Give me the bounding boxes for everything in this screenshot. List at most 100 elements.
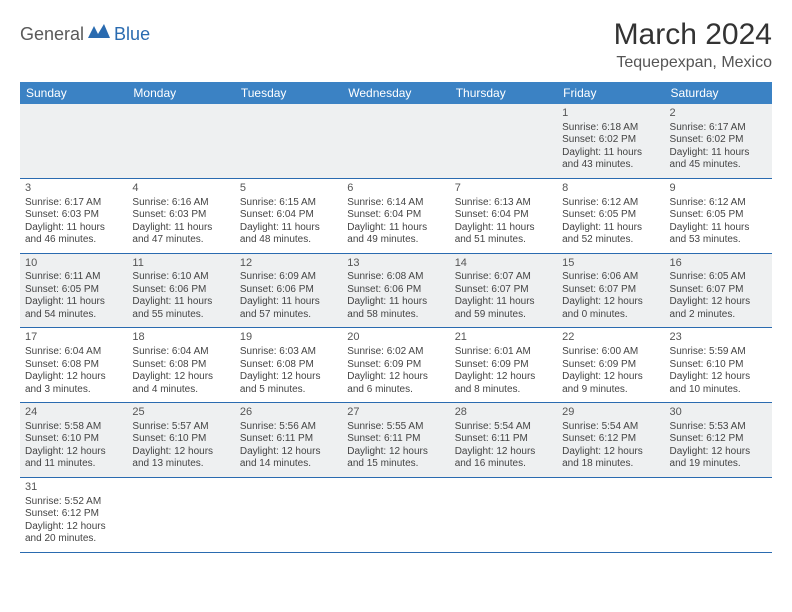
title-block: March 2024 Tequepexpan, Mexico [614, 18, 772, 72]
calendar-day-cell: 17Sunrise: 6:04 AMSunset: 6:08 PMDayligh… [20, 328, 127, 403]
day-number: 11 [132, 257, 229, 271]
day-number: 5 [240, 182, 337, 196]
sunrise-text: Sunrise: 6:01 AM [455, 346, 552, 359]
sunrise-text: Sunrise: 6:05 AM [670, 271, 767, 284]
calendar-day-cell: 30Sunrise: 5:53 AMSunset: 6:12 PMDayligh… [665, 403, 772, 478]
sunrise-text: Sunrise: 6:12 AM [670, 197, 767, 210]
calendar-day-cell: 6Sunrise: 6:14 AMSunset: 6:04 PMDaylight… [342, 178, 449, 253]
calendar-day-cell [342, 104, 449, 178]
sunset-text: Sunset: 6:11 PM [455, 433, 552, 446]
calendar-day-cell [127, 477, 234, 552]
sunset-text: Sunset: 6:05 PM [562, 209, 659, 222]
daylight-text: Daylight: 11 hours and 48 minutes. [240, 222, 337, 247]
day-number: 9 [670, 182, 767, 196]
calendar-day-cell: 4Sunrise: 6:16 AMSunset: 6:03 PMDaylight… [127, 178, 234, 253]
weekday-header: Friday [557, 82, 664, 104]
calendar-day-cell: 1Sunrise: 6:18 AMSunset: 6:02 PMDaylight… [557, 104, 664, 178]
sunrise-text: Sunrise: 6:17 AM [670, 122, 767, 135]
daylight-text: Daylight: 11 hours and 43 minutes. [562, 147, 659, 172]
header: General Blue March 2024 Tequepexpan, Mex… [20, 18, 772, 72]
daylight-text: Daylight: 12 hours and 8 minutes. [455, 371, 552, 396]
sunrise-text: Sunrise: 6:15 AM [240, 197, 337, 210]
daylight-text: Daylight: 11 hours and 58 minutes. [347, 296, 444, 321]
daylight-text: Daylight: 11 hours and 49 minutes. [347, 222, 444, 247]
weekday-header: Wednesday [342, 82, 449, 104]
daylight-text: Daylight: 12 hours and 9 minutes. [562, 371, 659, 396]
daylight-text: Daylight: 12 hours and 20 minutes. [25, 521, 122, 546]
calendar-day-cell [342, 477, 449, 552]
sunset-text: Sunset: 6:05 PM [25, 284, 122, 297]
weekday-header-row: Sunday Monday Tuesday Wednesday Thursday… [20, 82, 772, 104]
sunset-text: Sunset: 6:07 PM [455, 284, 552, 297]
calendar-day-cell: 10Sunrise: 6:11 AMSunset: 6:05 PMDayligh… [20, 253, 127, 328]
sunset-text: Sunset: 6:02 PM [562, 134, 659, 147]
sunrise-text: Sunrise: 6:10 AM [132, 271, 229, 284]
calendar-day-cell: 2Sunrise: 6:17 AMSunset: 6:02 PMDaylight… [665, 104, 772, 178]
day-number: 21 [455, 331, 552, 345]
weekday-header: Saturday [665, 82, 772, 104]
day-number: 19 [240, 331, 337, 345]
calendar-day-cell [20, 104, 127, 178]
sunset-text: Sunset: 6:05 PM [670, 209, 767, 222]
day-number: 31 [25, 481, 122, 495]
sunrise-text: Sunrise: 6:06 AM [562, 271, 659, 284]
day-number: 25 [132, 406, 229, 420]
sunrise-text: Sunrise: 6:12 AM [562, 197, 659, 210]
sunrise-text: Sunrise: 6:18 AM [562, 122, 659, 135]
daylight-text: Daylight: 12 hours and 18 minutes. [562, 446, 659, 471]
daylight-text: Daylight: 12 hours and 13 minutes. [132, 446, 229, 471]
day-number: 15 [562, 257, 659, 271]
sunrise-text: Sunrise: 5:56 AM [240, 421, 337, 434]
daylight-text: Daylight: 12 hours and 4 minutes. [132, 371, 229, 396]
sunrise-text: Sunrise: 6:07 AM [455, 271, 552, 284]
daylight-text: Daylight: 12 hours and 2 minutes. [670, 296, 767, 321]
calendar-day-cell: 23Sunrise: 5:59 AMSunset: 6:10 PMDayligh… [665, 328, 772, 403]
sunrise-text: Sunrise: 5:53 AM [670, 421, 767, 434]
daylight-text: Daylight: 12 hours and 15 minutes. [347, 446, 444, 471]
calendar-day-cell: 27Sunrise: 5:55 AMSunset: 6:11 PMDayligh… [342, 403, 449, 478]
day-number: 17 [25, 331, 122, 345]
calendar-week-row: 10Sunrise: 6:11 AMSunset: 6:05 PMDayligh… [20, 253, 772, 328]
day-number: 12 [240, 257, 337, 271]
sunset-text: Sunset: 6:07 PM [562, 284, 659, 297]
weekday-header: Tuesday [235, 82, 342, 104]
logo-flag-icon [88, 24, 110, 45]
month-title: March 2024 [614, 18, 772, 52]
sunset-text: Sunset: 6:12 PM [562, 433, 659, 446]
calendar-week-row: 24Sunrise: 5:58 AMSunset: 6:10 PMDayligh… [20, 403, 772, 478]
calendar-day-cell: 18Sunrise: 6:04 AMSunset: 6:08 PMDayligh… [127, 328, 234, 403]
daylight-text: Daylight: 12 hours and 11 minutes. [25, 446, 122, 471]
calendar-day-cell: 22Sunrise: 6:00 AMSunset: 6:09 PMDayligh… [557, 328, 664, 403]
sunset-text: Sunset: 6:09 PM [347, 359, 444, 372]
calendar-week-row: 1Sunrise: 6:18 AMSunset: 6:02 PMDaylight… [20, 104, 772, 178]
day-number: 27 [347, 406, 444, 420]
sunrise-text: Sunrise: 6:17 AM [25, 197, 122, 210]
sunrise-text: Sunrise: 6:04 AM [132, 346, 229, 359]
sunset-text: Sunset: 6:04 PM [455, 209, 552, 222]
daylight-text: Daylight: 11 hours and 54 minutes. [25, 296, 122, 321]
day-number: 3 [25, 182, 122, 196]
sunrise-text: Sunrise: 6:14 AM [347, 197, 444, 210]
sunrise-text: Sunrise: 5:59 AM [670, 346, 767, 359]
day-number: 16 [670, 257, 767, 271]
sunrise-text: Sunrise: 6:00 AM [562, 346, 659, 359]
sunrise-text: Sunrise: 6:04 AM [25, 346, 122, 359]
weekday-header: Sunday [20, 82, 127, 104]
weekday-header: Thursday [450, 82, 557, 104]
calendar-week-row: 31Sunrise: 5:52 AMSunset: 6:12 PMDayligh… [20, 477, 772, 552]
sunrise-text: Sunrise: 5:54 AM [562, 421, 659, 434]
logo: General Blue [20, 18, 150, 45]
sunset-text: Sunset: 6:10 PM [670, 359, 767, 372]
day-number: 4 [132, 182, 229, 196]
sunset-text: Sunset: 6:04 PM [240, 209, 337, 222]
calendar-day-cell: 12Sunrise: 6:09 AMSunset: 6:06 PMDayligh… [235, 253, 342, 328]
sunset-text: Sunset: 6:08 PM [240, 359, 337, 372]
calendar-day-cell: 7Sunrise: 6:13 AMSunset: 6:04 PMDaylight… [450, 178, 557, 253]
day-number: 30 [670, 406, 767, 420]
calendar-day-cell: 16Sunrise: 6:05 AMSunset: 6:07 PMDayligh… [665, 253, 772, 328]
daylight-text: Daylight: 12 hours and 0 minutes. [562, 296, 659, 321]
sunrise-text: Sunrise: 6:09 AM [240, 271, 337, 284]
sunset-text: Sunset: 6:12 PM [25, 508, 122, 521]
sunset-text: Sunset: 6:09 PM [562, 359, 659, 372]
calendar-day-cell: 25Sunrise: 5:57 AMSunset: 6:10 PMDayligh… [127, 403, 234, 478]
